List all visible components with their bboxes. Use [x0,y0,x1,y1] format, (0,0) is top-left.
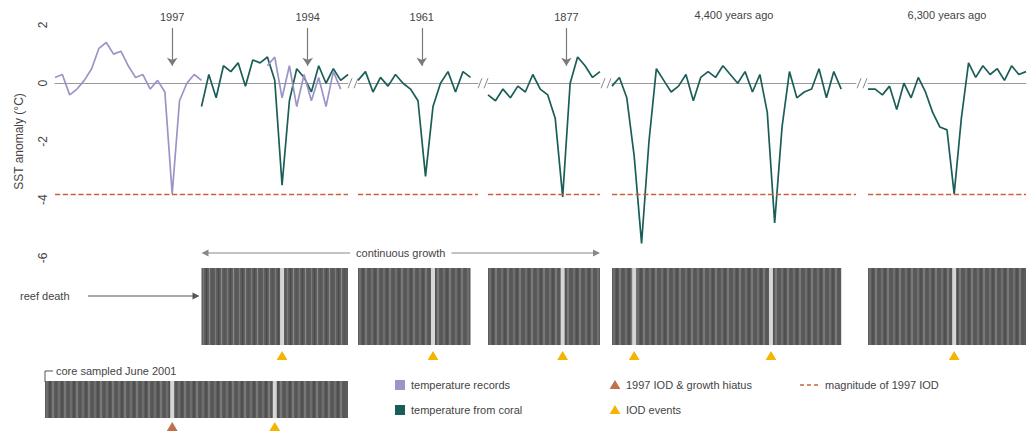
svg-text:6,300 years ago: 6,300 years ago [908,9,987,21]
svg-text:1877: 1877 [554,11,578,23]
svg-text:SST anomaly (°C): SST anomaly (°C) [12,93,26,190]
svg-text:IOD events: IOD events [626,404,682,416]
svg-text:1997: 1997 [160,11,184,23]
svg-text:reef death: reef death [20,290,70,302]
svg-text:temperature from coral: temperature from coral [411,404,522,416]
svg-text:2: 2 [36,21,50,28]
svg-text:magnitude of 1997 IOD: magnitude of 1997 IOD [825,379,939,391]
svg-text:-4: -4 [36,194,50,205]
svg-text:1997 IOD & growth hiatus: 1997 IOD & growth hiatus [626,379,752,391]
svg-text:continuous growth: continuous growth [356,247,445,259]
svg-text:4,400 years ago: 4,400 years ago [695,9,774,21]
svg-text:1961: 1961 [410,11,434,23]
svg-text:1994: 1994 [295,11,319,23]
svg-text:-6: -6 [36,252,50,263]
svg-text:core sampled June 2001: core sampled June 2001 [56,365,176,377]
svg-text:-2: -2 [36,136,50,147]
svg-text:0: 0 [36,80,50,87]
svg-text:temperature records: temperature records [411,379,511,391]
